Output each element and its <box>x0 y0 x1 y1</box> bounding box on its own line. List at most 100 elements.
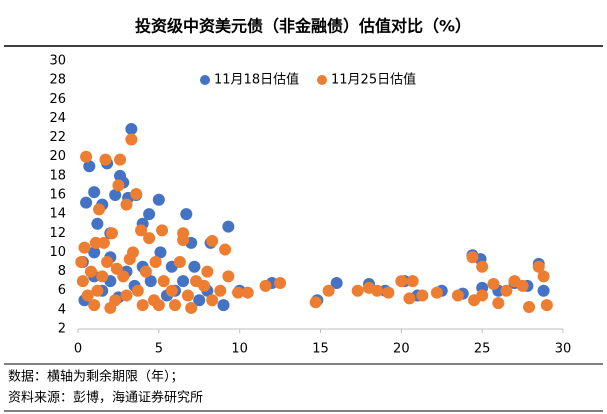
point <box>232 286 245 299</box>
point <box>181 289 194 302</box>
point <box>523 300 536 313</box>
point <box>177 233 190 246</box>
point <box>206 234 219 247</box>
note: 资料来源：彭博，海通证券研究所 <box>8 390 203 406</box>
x-tick-label: 10 <box>231 342 248 357</box>
point <box>185 301 198 314</box>
point <box>406 275 419 288</box>
point <box>143 208 156 221</box>
point <box>198 279 211 292</box>
point <box>83 160 96 173</box>
point <box>330 277 343 290</box>
y-tick-label: 12 <box>49 226 66 241</box>
point <box>136 299 149 312</box>
point <box>96 270 109 283</box>
y-tick-label: 6 <box>58 283 66 298</box>
point <box>157 275 170 288</box>
point <box>403 292 416 305</box>
y-tick-label: 14 <box>49 207 66 222</box>
point <box>537 270 550 283</box>
point <box>476 260 489 273</box>
point <box>105 227 118 240</box>
point <box>540 299 553 312</box>
point <box>537 284 550 297</box>
point <box>173 256 186 268</box>
x-tick-label: 0 <box>74 342 82 357</box>
point <box>371 284 384 297</box>
point <box>188 260 201 273</box>
point <box>201 265 214 278</box>
point <box>112 179 125 192</box>
point <box>143 232 156 245</box>
point <box>416 289 429 302</box>
point <box>180 208 193 221</box>
point <box>430 286 443 299</box>
point <box>487 278 500 291</box>
point <box>241 286 254 299</box>
point <box>99 153 112 166</box>
y-tick-label: 20 <box>49 149 66 164</box>
point <box>516 279 529 292</box>
point <box>120 289 133 302</box>
point <box>109 189 122 201</box>
point <box>351 284 364 297</box>
y-tick-label: 2 <box>58 322 66 337</box>
point <box>259 279 272 292</box>
note: 数据：横轴为剩余期限（年）； <box>8 369 184 385</box>
point <box>81 289 94 302</box>
point <box>125 122 138 135</box>
point <box>110 262 123 275</box>
point <box>114 153 127 166</box>
y-tick-label: 4 <box>58 302 66 317</box>
point <box>126 246 139 259</box>
point <box>104 301 117 314</box>
point <box>144 275 157 288</box>
point <box>206 294 219 307</box>
x-tick-label: 30 <box>555 342 572 357</box>
point <box>156 224 169 237</box>
point <box>91 284 104 297</box>
point <box>97 236 110 249</box>
point <box>219 243 232 256</box>
point <box>214 284 227 297</box>
point <box>131 284 144 297</box>
point <box>93 203 106 216</box>
point <box>125 133 138 146</box>
point <box>222 220 235 233</box>
y-tick-label: 18 <box>49 168 66 183</box>
point <box>135 224 148 237</box>
point <box>120 198 133 211</box>
point <box>165 284 178 297</box>
point <box>177 275 190 288</box>
point <box>91 217 104 230</box>
y-tick-label: 28 <box>49 73 66 88</box>
point <box>80 196 93 209</box>
point <box>88 299 101 312</box>
point <box>451 289 464 302</box>
point <box>274 277 287 290</box>
point <box>75 256 88 268</box>
point <box>382 286 395 299</box>
point <box>532 260 545 273</box>
point <box>322 284 335 297</box>
point <box>88 186 101 199</box>
y-tick-label: 30 <box>49 54 66 69</box>
point <box>76 275 89 288</box>
point <box>152 299 165 312</box>
y-tick-label: 16 <box>49 188 66 203</box>
point <box>84 265 97 278</box>
point <box>78 241 91 254</box>
y-tick-label: 8 <box>58 264 66 279</box>
point <box>193 294 206 307</box>
y-tick-label: 10 <box>49 245 66 260</box>
legend-marker <box>200 75 210 85</box>
y-tick-label: 22 <box>49 130 66 145</box>
x-tick-label: 5 <box>155 342 163 357</box>
point <box>466 251 479 264</box>
point <box>500 284 513 297</box>
y-tick-label: 24 <box>49 111 66 126</box>
point <box>139 265 152 278</box>
chart-title: 投资级中资美元债（非金融债）估值对比（%） <box>135 17 471 36</box>
point <box>154 246 167 259</box>
